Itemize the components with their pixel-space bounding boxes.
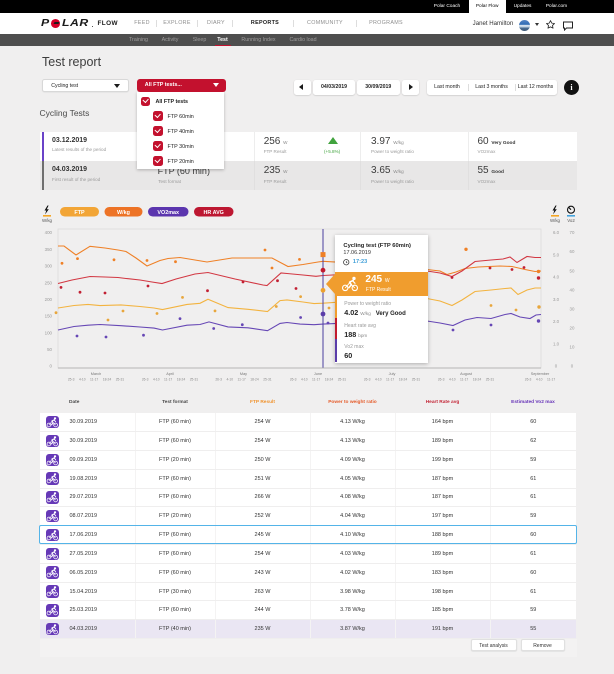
svg-text:26-3 4-10 11-17 18-24 25-3: 26-3 4-10 11-17 18-24 25-31 bbox=[142, 378, 198, 382]
svg-text:26-3 4-10 11-17 18-24 25-3: 26-3 4-10 11-17 18-24 25-31 bbox=[438, 378, 494, 382]
svg-text:25-3 4-10 11-17 18-24 25-3: 25-3 4-10 11-17 18-24 25-31 bbox=[68, 378, 124, 382]
svg-text:300: 300 bbox=[45, 264, 53, 269]
svg-text:350: 350 bbox=[45, 247, 53, 252]
svg-text:26-3 4-10 11-17 18-24 25-3: 26-3 4-10 11-17 18-24 25-31 bbox=[290, 378, 346, 382]
svg-text:FTP: FTP bbox=[74, 210, 85, 216]
svg-text:September: September bbox=[531, 372, 550, 376]
svg-text:0: 0 bbox=[555, 364, 558, 369]
svg-text:W/kg: W/kg bbox=[42, 218, 53, 223]
svg-text:Vo2: Vo2 bbox=[567, 218, 575, 223]
svg-text:400: 400 bbox=[45, 230, 53, 235]
svg-text:0: 0 bbox=[571, 364, 574, 369]
svg-text:26-3 4-10 11-17 18-24 25-3: 26-3 4-10 11-17 18-24 25-31 bbox=[364, 378, 420, 382]
svg-text:200: 200 bbox=[45, 297, 53, 302]
svg-text:6.0: 6.0 bbox=[553, 230, 560, 235]
svg-text:4.0: 4.0 bbox=[553, 275, 560, 280]
svg-text:30: 30 bbox=[570, 306, 575, 311]
svg-text:40: 40 bbox=[570, 287, 575, 292]
svg-text:26-3 4-10 11-17: 26-3 4-10 11-17 bbox=[525, 378, 556, 382]
svg-text:0: 0 bbox=[50, 364, 53, 369]
svg-text:May: May bbox=[240, 372, 247, 376]
svg-text:100: 100 bbox=[45, 330, 53, 335]
svg-text:1.0: 1.0 bbox=[553, 341, 560, 346]
svg-text:April: April bbox=[166, 372, 174, 376]
svg-text:2.0: 2.0 bbox=[553, 319, 560, 324]
svg-text:10: 10 bbox=[570, 345, 575, 350]
svg-text:5.0: 5.0 bbox=[553, 252, 560, 257]
svg-text:150: 150 bbox=[45, 314, 53, 319]
svg-text:3.0: 3.0 bbox=[553, 297, 560, 302]
svg-text:26-3 4-10 11-17 18-24 25-3: 26-3 4-10 11-17 18-24 25-31 bbox=[215, 378, 271, 382]
svg-text:March: March bbox=[91, 372, 102, 376]
svg-text:70: 70 bbox=[570, 230, 575, 235]
svg-text:August: August bbox=[460, 372, 473, 376]
svg-text:W/kg: W/kg bbox=[117, 210, 130, 216]
svg-text:June: June bbox=[314, 372, 322, 376]
svg-text:20: 20 bbox=[570, 326, 575, 331]
svg-text:July: July bbox=[389, 372, 396, 376]
svg-text:50: 50 bbox=[47, 347, 52, 352]
svg-text:60: 60 bbox=[570, 249, 575, 254]
svg-text:50: 50 bbox=[570, 268, 575, 273]
svg-text:250: 250 bbox=[45, 280, 53, 285]
svg-text:HR AVG: HR AVG bbox=[204, 210, 224, 216]
svg-text:W/kg: W/kg bbox=[550, 218, 561, 223]
svg-text:VO2max: VO2max bbox=[157, 210, 179, 216]
